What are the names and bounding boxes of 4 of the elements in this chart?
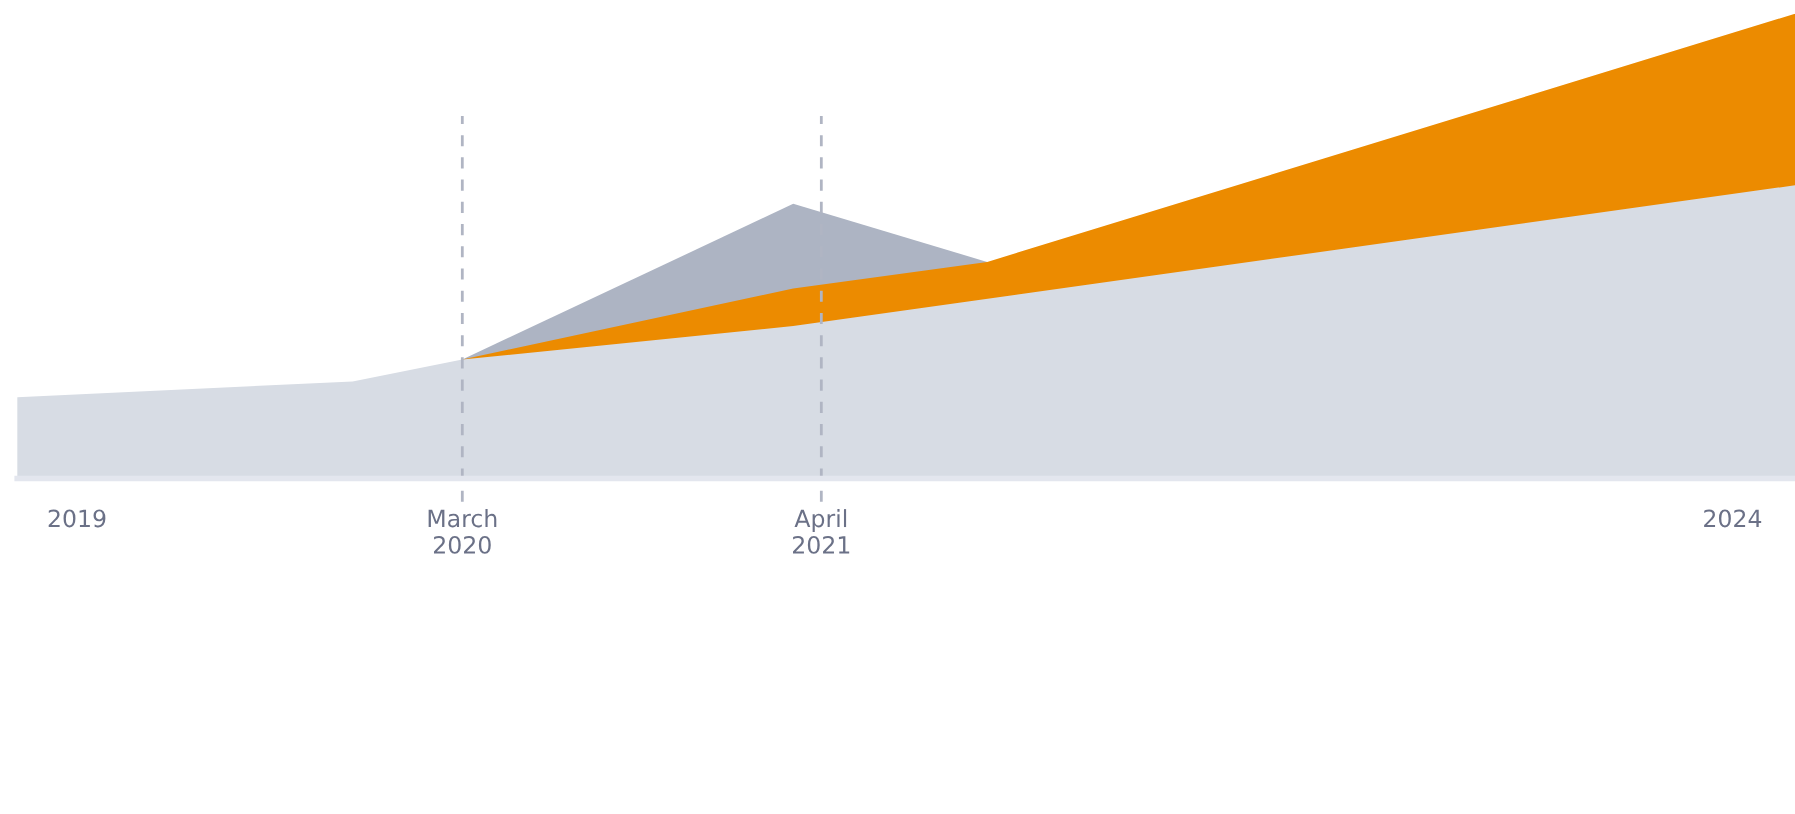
x-tick-label: 2024 bbox=[1704, 509, 1762, 528]
x-tick-label: April 2021 bbox=[793, 509, 850, 554]
x-tick-label: 2019 bbox=[48, 509, 106, 528]
x-tick-label: March 2020 bbox=[428, 509, 497, 554]
